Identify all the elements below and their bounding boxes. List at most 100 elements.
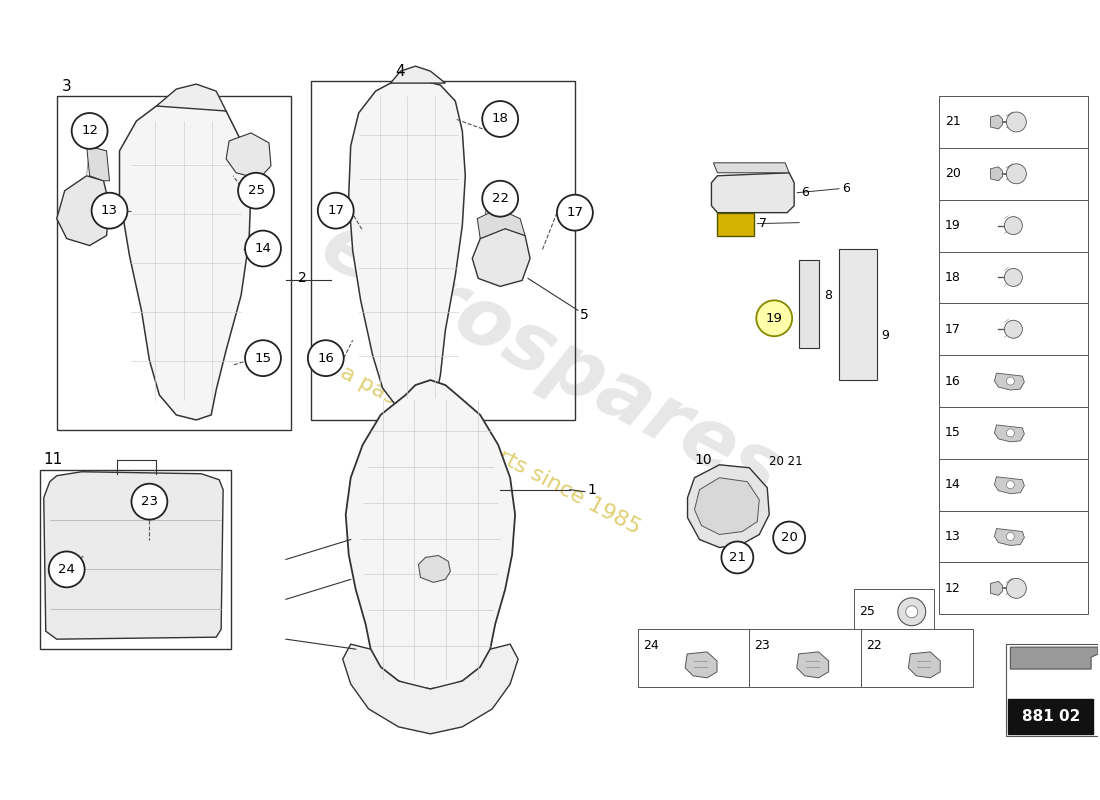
Polygon shape	[87, 146, 110, 181]
Polygon shape	[799, 261, 820, 348]
Circle shape	[72, 113, 108, 149]
Text: 16: 16	[945, 374, 960, 387]
Text: 20: 20	[945, 167, 960, 180]
Text: 20: 20	[781, 531, 798, 544]
Text: 23: 23	[755, 639, 770, 652]
Polygon shape	[1011, 647, 1098, 669]
Bar	[854, 590, 934, 634]
Circle shape	[245, 340, 280, 376]
Polygon shape	[796, 652, 828, 678]
Text: 18: 18	[945, 271, 960, 284]
Circle shape	[1004, 320, 1022, 338]
Circle shape	[48, 551, 85, 587]
Polygon shape	[120, 101, 251, 420]
Polygon shape	[909, 652, 940, 678]
Polygon shape	[156, 84, 227, 111]
Polygon shape	[688, 465, 769, 547]
Text: 16: 16	[317, 352, 334, 365]
Text: 12: 12	[945, 582, 960, 595]
Bar	[938, 458, 1088, 510]
Circle shape	[318, 193, 354, 229]
Circle shape	[482, 101, 518, 137]
Bar	[938, 355, 1088, 407]
Circle shape	[308, 340, 343, 376]
Bar	[1006, 644, 1100, 736]
Text: 12: 12	[81, 125, 98, 138]
Polygon shape	[694, 478, 759, 534]
Circle shape	[1006, 533, 1014, 541]
Polygon shape	[345, 380, 515, 689]
Bar	[938, 407, 1088, 458]
Text: 14: 14	[254, 242, 272, 255]
Text: 23: 23	[141, 495, 158, 508]
Polygon shape	[390, 66, 446, 83]
Text: 15: 15	[254, 352, 272, 365]
Text: 17: 17	[945, 322, 960, 336]
Text: 21: 21	[729, 551, 746, 564]
Bar	[40, 470, 231, 649]
Text: 19: 19	[766, 312, 783, 325]
Bar	[938, 510, 1088, 562]
Text: 2: 2	[298, 271, 307, 286]
Bar	[1009, 699, 1093, 734]
Circle shape	[132, 484, 167, 519]
Circle shape	[91, 193, 128, 229]
Polygon shape	[418, 555, 450, 582]
Polygon shape	[44, 472, 223, 639]
Circle shape	[245, 230, 280, 266]
Bar	[749, 630, 861, 687]
Polygon shape	[990, 582, 1002, 595]
Text: eurospares: eurospares	[307, 206, 793, 514]
Circle shape	[1004, 217, 1022, 234]
Circle shape	[905, 606, 917, 618]
Bar	[938, 562, 1088, 614]
Circle shape	[722, 542, 754, 574]
Circle shape	[1006, 429, 1014, 437]
Polygon shape	[472, 229, 530, 286]
Polygon shape	[227, 133, 271, 178]
Text: 5: 5	[580, 308, 588, 322]
Text: 881 02: 881 02	[1022, 709, 1080, 724]
Circle shape	[1006, 481, 1014, 489]
Circle shape	[898, 598, 926, 626]
Text: 1: 1	[587, 482, 596, 497]
Circle shape	[1006, 164, 1026, 184]
Polygon shape	[717, 213, 755, 235]
Text: a passion for parts since 1985: a passion for parts since 1985	[337, 362, 644, 538]
Text: 10: 10	[694, 453, 712, 466]
Circle shape	[482, 181, 518, 217]
Polygon shape	[994, 373, 1024, 390]
Text: 25: 25	[248, 184, 264, 198]
Bar	[938, 303, 1088, 355]
Circle shape	[757, 300, 792, 336]
Circle shape	[1006, 377, 1014, 385]
Bar	[638, 630, 749, 687]
Polygon shape	[343, 644, 518, 734]
Polygon shape	[57, 176, 110, 246]
Text: 4: 4	[396, 64, 405, 78]
Text: 17: 17	[327, 204, 344, 217]
Text: 7: 7	[759, 217, 768, 230]
Text: 6: 6	[801, 186, 808, 199]
Bar	[938, 148, 1088, 200]
Text: 22: 22	[866, 639, 881, 652]
Circle shape	[557, 194, 593, 230]
Bar	[311, 81, 575, 420]
Text: 19: 19	[945, 219, 960, 232]
Text: 25: 25	[859, 606, 874, 618]
Text: 21: 21	[945, 115, 960, 129]
Circle shape	[1006, 112, 1026, 132]
Text: 18: 18	[492, 113, 508, 126]
Polygon shape	[839, 249, 877, 380]
Text: 17: 17	[566, 206, 583, 219]
Text: 8: 8	[824, 289, 832, 302]
Text: 3: 3	[62, 78, 72, 94]
Polygon shape	[685, 652, 717, 678]
Bar	[938, 200, 1088, 251]
Polygon shape	[714, 163, 789, 173]
Circle shape	[1006, 578, 1026, 598]
Circle shape	[1004, 269, 1022, 286]
Polygon shape	[990, 115, 1002, 129]
Text: 15: 15	[945, 426, 960, 439]
Polygon shape	[712, 173, 794, 213]
